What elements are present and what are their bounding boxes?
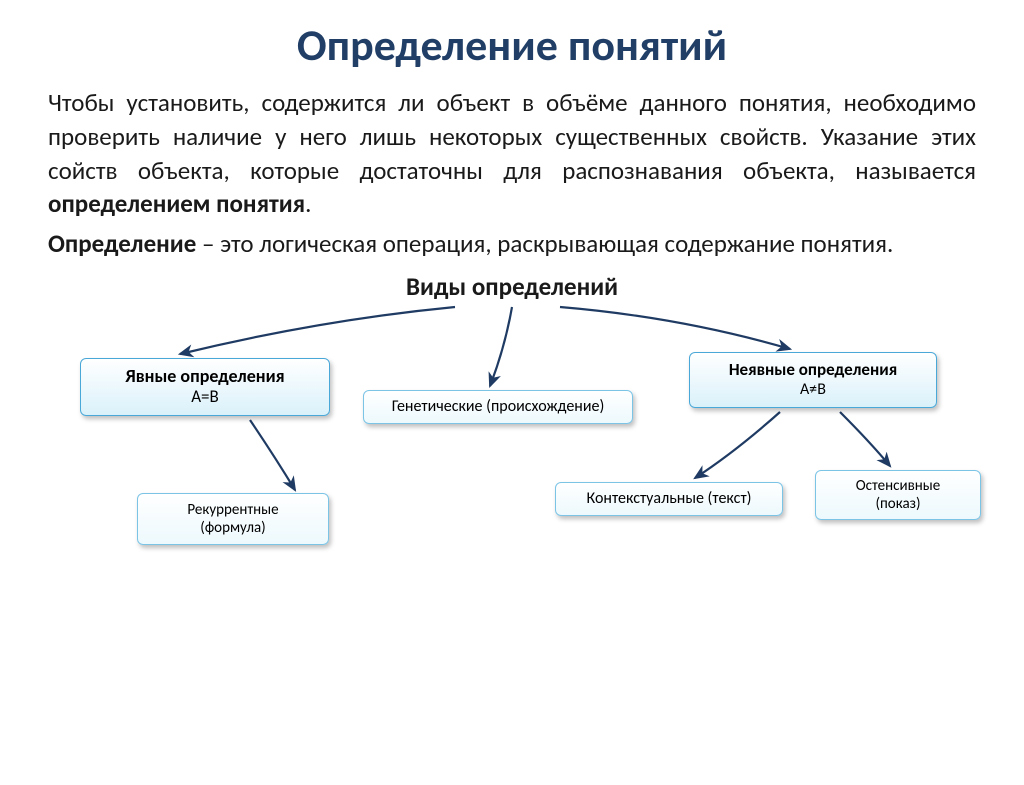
node-explicit-title: Явные определения [125, 366, 284, 388]
diagram-container: Явные определенияA=B Генетические (происх… [0, 302, 1024, 612]
page-title: Определение понятий [0, 18, 1024, 72]
node-contextual: Контекстуальные (текст) [555, 482, 783, 516]
node-recurrent: Рекуррентные (формула) [137, 493, 329, 545]
edge [250, 420, 295, 490]
edge [180, 307, 455, 354]
edge [695, 412, 780, 478]
p1-post: . [305, 188, 311, 219]
node-contextual-sub: Контекстуальные (текст) [587, 489, 752, 508]
node-genetic: Генетические (происхождение) [363, 390, 633, 424]
node-ostensive-sub: Остенсивные (показ) [856, 477, 941, 513]
node-explicit: Явные определенияA=B [80, 358, 330, 416]
node-implicit: Неявные определенияA≠B [689, 352, 937, 408]
edge [560, 307, 790, 349]
node-ostensive: Остенсивные (показ) [815, 470, 981, 520]
paragraph-2: Определение – это логическая операция, р… [48, 227, 976, 261]
node-implicit-sub: A≠B [800, 380, 826, 399]
subheading: Виды определений [0, 271, 1024, 302]
p2-post: – это логическая операция, раскрывающая … [196, 228, 893, 259]
p2-bold: Определение [48, 228, 196, 259]
p1-pre: Чтобы установить, содержится ли объект в… [48, 87, 976, 186]
node-recurrent-sub: Рекуррентные (формула) [187, 501, 278, 537]
edge [840, 412, 890, 466]
edge [490, 307, 512, 386]
node-explicit-sub: A=B [191, 387, 219, 407]
paragraph-1: Чтобы установить, содержится ли объект в… [48, 86, 976, 221]
p1-bold: определением понятия [48, 188, 305, 219]
body-text: Чтобы установить, содержится ли объект в… [0, 86, 1024, 261]
diagram-edges [0, 302, 1024, 612]
node-genetic-sub: Генетические (происхождение) [392, 397, 605, 416]
node-implicit-title: Неявные определения [729, 360, 897, 380]
